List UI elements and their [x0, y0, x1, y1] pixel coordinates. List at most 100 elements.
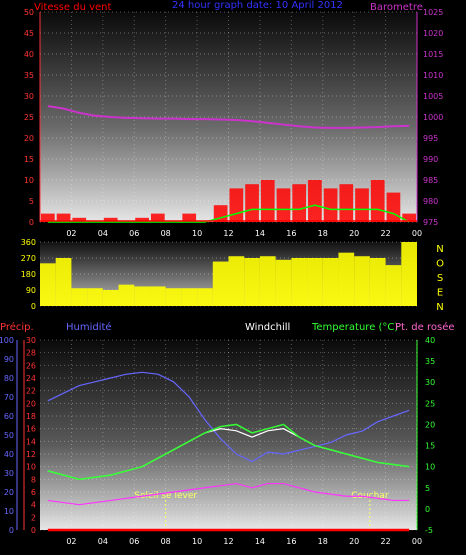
wind-speed-tick-label: 10	[24, 176, 34, 185]
precip-tick-label: 14	[26, 437, 36, 446]
precip-tick-label: 8	[31, 475, 36, 484]
barometer-tick-label: 1000	[423, 113, 443, 122]
time-tick-label: 18	[318, 229, 328, 238]
time-tick-label: 12	[223, 537, 233, 546]
humidity-tick-label: 50	[4, 431, 14, 440]
wind-gust-bar	[103, 217, 118, 222]
barometer-line	[47, 105, 410, 129]
wind-direction-bar	[181, 288, 198, 306]
wind-speed-tick-label: 0	[29, 218, 34, 227]
precip-tick-label: 16	[26, 425, 36, 434]
temperature-tick-label: 25	[425, 399, 435, 408]
precip-tick-label: 12	[26, 450, 36, 459]
time-tick-label: 22	[380, 537, 390, 546]
time-tick-label: 00	[412, 537, 422, 546]
time-tick-label: 18	[318, 537, 328, 546]
time-tick-label: 16	[286, 229, 296, 238]
temp-plot-area	[40, 340, 417, 530]
wind-speed-axis-label: Vitesse du vent	[34, 2, 111, 13]
precip-tick-label: 4	[31, 501, 36, 510]
temperature-tick-label: -5	[425, 526, 433, 535]
wind-speed-tick-label: 50	[24, 8, 34, 17]
wind-direction-bar	[55, 258, 72, 306]
wind-direction-bar	[275, 259, 292, 306]
wind-direction-bar	[134, 286, 150, 306]
time-tick-label: 00	[412, 229, 422, 238]
dewpoint-label: Pt. de rosée	[395, 321, 455, 333]
barometer-tick-label: 1015	[423, 50, 443, 59]
wind-direction-bar	[149, 286, 166, 306]
compass-label: N	[436, 302, 443, 313]
time-tick-label: 02	[66, 537, 76, 546]
compass-label: N	[436, 244, 443, 255]
time-tick-label: 14	[255, 537, 265, 546]
wind-direction-bar	[244, 258, 260, 306]
wind-gust-bar	[308, 180, 322, 222]
barometer-tick-label: 995	[423, 134, 438, 143]
compass-label: O	[436, 259, 444, 270]
direction-tick-label: 90	[26, 286, 36, 295]
wind-speed-tick-label: 25	[24, 113, 34, 122]
barometer-tick-label: 975	[423, 218, 438, 227]
humidity-tick-label: 70	[4, 393, 14, 402]
direction-tick-label: 180	[21, 270, 36, 279]
time-tick-label: 06	[129, 229, 139, 238]
wind-gust-bar	[182, 213, 197, 222]
barometer-tick-label: 1010	[423, 71, 443, 80]
precip-tick-label: 20	[26, 399, 36, 408]
temperature-tick-label: 20	[425, 420, 435, 429]
wind-direction-bar	[212, 261, 229, 306]
humidity-line	[47, 371, 410, 463]
precip-tick-label: 18	[26, 412, 36, 421]
time-tick-label: 22	[380, 229, 390, 238]
wind-direction-bar	[354, 256, 370, 306]
time-tick-label: 04	[98, 537, 108, 546]
temperature-line	[47, 423, 410, 481]
wind-direction-bar	[322, 258, 339, 306]
humidity-tick-label: 80	[4, 374, 14, 383]
barometer-tick-label: 980	[423, 197, 438, 206]
temperature-tick-label: 15	[425, 442, 435, 451]
time-tick-label: 04	[98, 229, 108, 238]
precip-axis-label: Précip.	[0, 321, 34, 333]
wind-speed-tick-label: 45	[24, 29, 34, 38]
time-tick-label: 08	[161, 537, 171, 546]
compass-label: S	[437, 273, 443, 284]
time-tick-label: 08	[161, 229, 171, 238]
wind-direction-bar	[401, 242, 417, 306]
precip-tick-label: 2	[31, 513, 36, 522]
barometer-tick-label: 990	[423, 155, 438, 164]
wind-gust-bar	[245, 184, 259, 222]
precip-tick-label: 30	[26, 336, 36, 345]
wind-gust-bar	[355, 188, 369, 222]
wind-direction-bar	[291, 258, 308, 306]
sunset-label: Couchar	[351, 491, 389, 501]
time-tick-label: 20	[349, 537, 359, 546]
chart-title: 24 hour graph date: 10 April 2012	[172, 0, 343, 11]
humidity-tick-label: 60	[4, 412, 14, 421]
wind-gust-bar	[213, 205, 228, 222]
temperature-tick-label: 10	[425, 463, 435, 472]
wind-gust-bar	[72, 217, 87, 222]
precip-tick-label: 10	[26, 463, 36, 472]
wind-gust-bar	[260, 180, 275, 222]
direction-tick-label: 0	[31, 302, 36, 311]
wind-direction-bar	[338, 252, 355, 306]
direction-tick-label: 270	[21, 254, 36, 263]
wind-gust-bar	[276, 188, 291, 222]
wind-direction-bar	[87, 288, 103, 306]
time-tick-label: 16	[286, 537, 296, 546]
wind-gust-bar	[402, 213, 416, 222]
wind-speed-tick-label: 35	[24, 71, 34, 80]
wind-gust-bar	[56, 213, 71, 222]
humidity-tick-label: 40	[4, 450, 14, 459]
wind-gust-bar	[41, 213, 55, 222]
precip-tick-label: 26	[26, 361, 36, 370]
temperature-tick-label: 0	[425, 505, 430, 514]
grid-layer	[16, 11, 418, 531]
temperature-tick-label: 30	[425, 378, 435, 387]
precip-tick-label: 24	[26, 374, 36, 383]
wind-gust-bar	[135, 217, 149, 222]
